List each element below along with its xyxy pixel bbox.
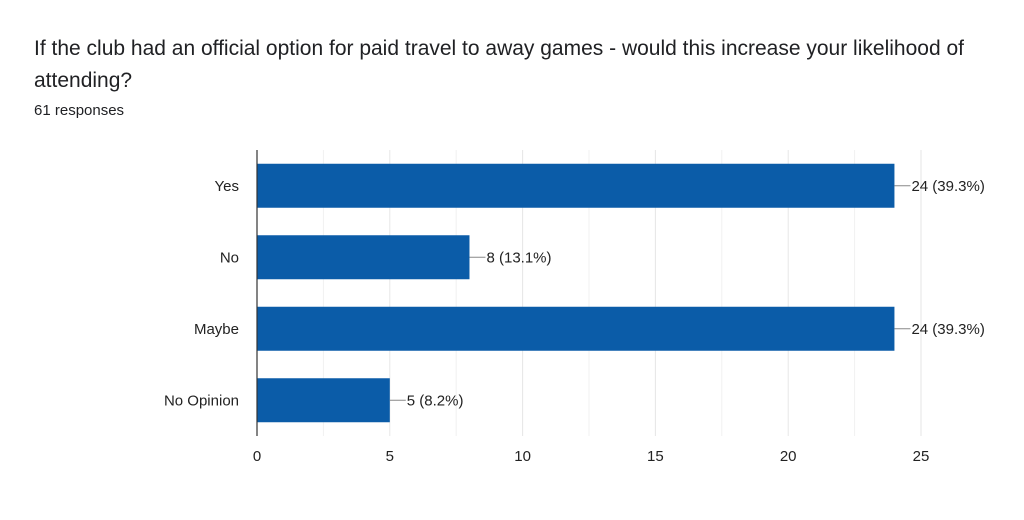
x-tick-label: 10: [514, 448, 531, 465]
bar[interactable]: [257, 163, 895, 208]
x-tick-label: 25: [913, 448, 930, 465]
category-label: Yes: [215, 178, 239, 195]
chart-title: If the club had an official option for p…: [34, 37, 964, 92]
x-tick-label: 15: [647, 448, 664, 465]
x-tick-label: 20: [780, 448, 797, 465]
bar[interactable]: [257, 378, 390, 423]
bar[interactable]: [257, 306, 895, 351]
data-label: 8 (13.1%): [486, 249, 551, 266]
data-label: 5 (8.2%): [407, 392, 464, 409]
bar[interactable]: [257, 235, 470, 280]
data-label: 24 (39.3%): [911, 178, 984, 195]
data-label: 24 (39.3%): [911, 321, 984, 338]
x-tick-label: 0: [253, 448, 261, 465]
category-label: No Opinion: [164, 392, 239, 409]
category-label: Maybe: [194, 321, 239, 338]
category-label: No: [220, 249, 239, 266]
x-tick-label: 5: [386, 448, 394, 465]
response-count: 61 responses: [34, 102, 125, 119]
